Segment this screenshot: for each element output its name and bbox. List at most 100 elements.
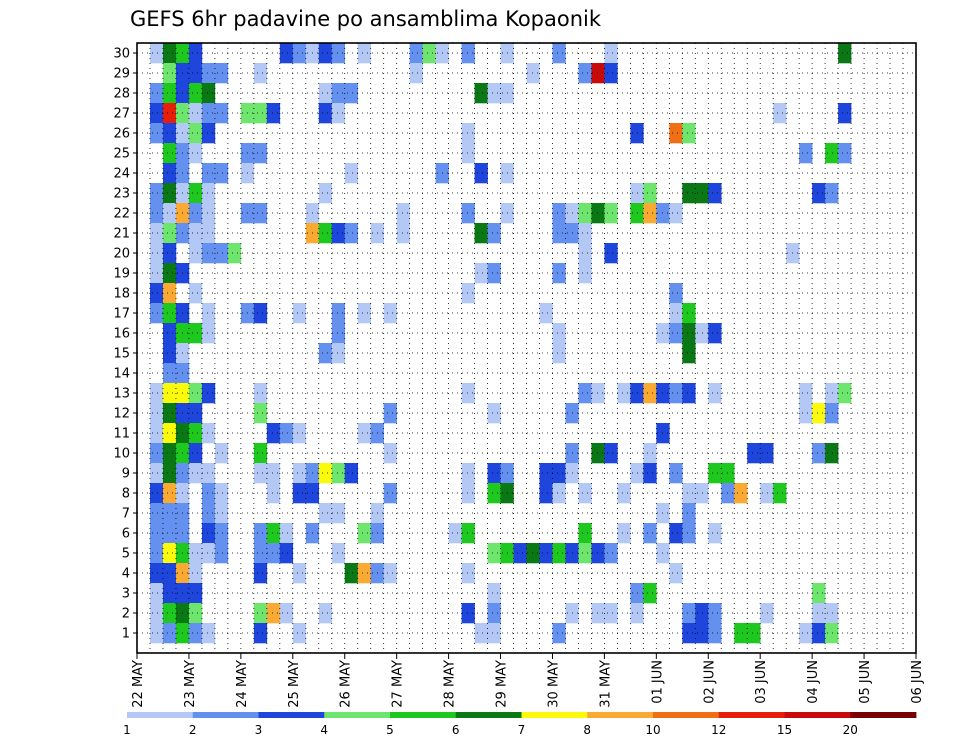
precip-cell: [162, 163, 177, 184]
precip-cell: [279, 43, 294, 64]
y-tick-label: 3: [122, 587, 130, 602]
precip-cell: [487, 623, 501, 644]
colorbar-swatch: [653, 712, 720, 718]
precip-cell: [643, 523, 657, 544]
x-tick-label: 23 MAY: [183, 660, 198, 708]
precip-cell: [344, 223, 359, 244]
precip-cell: [292, 623, 307, 644]
precip-cell: [461, 603, 475, 624]
y-tick-label: 14: [113, 367, 130, 382]
precip-cell: [292, 423, 307, 444]
precip-cell: [162, 183, 177, 204]
precip-cell: [162, 423, 177, 444]
precip-cell: [188, 123, 203, 144]
precip-cell: [461, 43, 475, 64]
colorbar-swatch: [324, 712, 391, 718]
precip-cell: [279, 523, 294, 544]
x-tick-label: 28 MAY: [443, 660, 458, 708]
colorbar: 1 2 3 4 5 6 7 8 10 12 15 20: [123, 712, 917, 737]
y-tick-label: 9: [122, 467, 130, 482]
colorbar-swatch: [521, 712, 588, 718]
y-tick-label: 1: [122, 627, 130, 642]
precip-cell: [669, 123, 683, 144]
precip-cell: [188, 323, 203, 344]
precip-cell: [266, 463, 281, 484]
precip-cell: [825, 623, 839, 644]
precip-cell: [188, 583, 203, 604]
precip-cell: [149, 43, 164, 64]
precip-cell: [838, 383, 852, 404]
precip-cell: [292, 563, 307, 584]
precip-cell: [318, 603, 333, 624]
x-tick-label: 22 MAY: [131, 660, 146, 708]
precip-cell: [149, 403, 164, 424]
precip-cell: [331, 503, 346, 524]
precip-cell: [149, 503, 164, 524]
precip-cell: [188, 43, 203, 64]
precip-cell: [669, 203, 683, 224]
precip-cell: [682, 323, 696, 344]
precip-cell: [552, 623, 566, 644]
precip-cell: [812, 183, 826, 204]
precip-cell: [578, 523, 592, 544]
precip-cell: [825, 143, 839, 164]
precip-cell: [552, 43, 566, 64]
precip-cell: [149, 183, 164, 204]
precip-cell: [149, 483, 164, 504]
y-tick-label: 19: [113, 267, 130, 282]
precip-cell: [539, 483, 553, 504]
precip-cell: [253, 463, 268, 484]
precip-cell: [253, 623, 268, 644]
precip-cell: [604, 63, 618, 84]
precip-cell: [201, 323, 216, 344]
precip-cell: [825, 603, 839, 624]
precip-cell: [266, 423, 281, 444]
precip-cell: [591, 443, 605, 464]
cell-layer: [149, 43, 852, 644]
colorbar-swatch: [192, 712, 259, 718]
precip-cell: [201, 623, 216, 644]
precip-cell: [162, 383, 177, 404]
precip-cell: [292, 483, 307, 504]
precip-cell: [331, 303, 346, 324]
precip-cell: [188, 563, 203, 584]
precip-cell: [552, 263, 566, 284]
precip-cell: [682, 503, 696, 524]
precip-cell: [669, 563, 683, 584]
precip-cell: [812, 443, 826, 464]
precip-cell: [149, 443, 164, 464]
precip-cell: [188, 243, 203, 264]
y-tick-label: 8: [122, 487, 130, 502]
precip-cell: [591, 543, 605, 564]
precip-cell: [188, 383, 203, 404]
precip-cell: [201, 483, 216, 504]
precip-cell: [201, 123, 216, 144]
precip-cell: [383, 443, 397, 464]
precip-cell: [253, 403, 268, 424]
precip-cell: [734, 483, 748, 504]
colorbar-label: 5: [386, 723, 394, 737]
precip-cell: [383, 563, 397, 584]
precip-cell: [474, 263, 488, 284]
precip-cell: [669, 283, 683, 304]
x-axis: 22 MAY 23 MAY 24 MAY 25 MAY 26 MAY 27 MAY 28 M…: [131, 653, 925, 708]
precip-cell: [604, 603, 618, 624]
precip-cell: [214, 163, 229, 184]
precip-cell: [682, 183, 696, 204]
precip-cell: [162, 603, 177, 624]
precip-cell: [617, 523, 631, 544]
precip-cell: [591, 603, 605, 624]
colorbar-label: 7: [518, 723, 526, 737]
colorbar-label: 1: [123, 723, 131, 737]
precip-cell: [188, 463, 203, 484]
precip-cell: [253, 523, 268, 544]
precip-cell: [201, 423, 216, 444]
precip-cell: [162, 223, 177, 244]
precip-cell: [149, 623, 164, 644]
precip-cell: [552, 483, 566, 504]
precip-cell: [266, 603, 281, 624]
precip-cell: [188, 63, 203, 84]
precip-cell: [201, 203, 216, 224]
y-tick-label: 23: [113, 187, 130, 202]
precip-cell: [162, 343, 177, 364]
